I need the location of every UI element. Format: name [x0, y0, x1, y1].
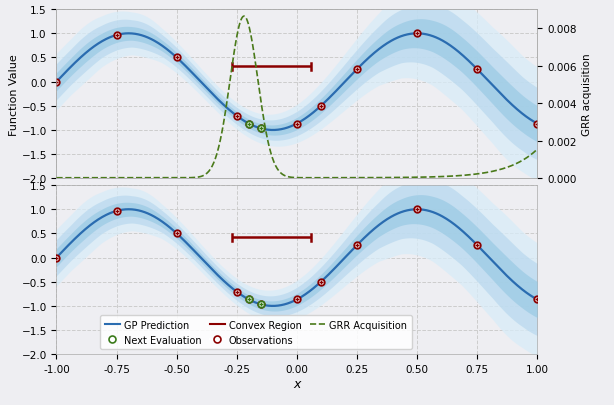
Point — [412, 207, 422, 213]
Point — [244, 121, 254, 128]
Point — [352, 242, 362, 249]
Point — [256, 301, 266, 308]
Point — [256, 301, 266, 308]
Point — [532, 296, 542, 303]
Point — [352, 242, 362, 249]
Point — [412, 31, 422, 38]
Point — [316, 279, 326, 285]
Point — [52, 79, 61, 86]
Legend: GP Prediction, Next Evaluation, Convex Region, Observations, GRR Acquisition: GP Prediction, Next Evaluation, Convex R… — [100, 315, 412, 350]
Point — [112, 208, 122, 215]
Point — [256, 126, 266, 132]
Y-axis label: Function Value: Function Value — [9, 54, 18, 135]
Point — [472, 67, 482, 73]
Point — [292, 296, 302, 303]
Point — [472, 242, 482, 249]
Point — [52, 255, 61, 261]
Point — [244, 296, 254, 303]
Point — [472, 67, 482, 73]
Point — [472, 242, 482, 249]
Point — [244, 121, 254, 128]
Point — [316, 279, 326, 285]
Point — [232, 113, 242, 120]
Point — [532, 121, 542, 128]
Point — [52, 79, 61, 86]
Point — [256, 301, 266, 308]
Point — [244, 121, 254, 128]
Point — [256, 126, 266, 132]
Point — [292, 121, 302, 128]
Point — [532, 121, 542, 128]
Point — [352, 67, 362, 73]
Point — [232, 289, 242, 295]
Point — [52, 255, 61, 261]
Point — [292, 121, 302, 128]
Point — [256, 301, 266, 308]
Y-axis label: GRR acquisition: GRR acquisition — [582, 53, 592, 136]
Point — [412, 31, 422, 38]
Point — [172, 230, 182, 237]
X-axis label: x: x — [293, 377, 301, 390]
Point — [292, 296, 302, 303]
Point — [256, 126, 266, 132]
Point — [112, 208, 122, 215]
Point — [244, 121, 254, 128]
Point — [532, 296, 542, 303]
Point — [232, 113, 242, 120]
Point — [172, 230, 182, 237]
Point — [316, 103, 326, 110]
Point — [232, 289, 242, 295]
Point — [256, 126, 266, 132]
Point — [412, 207, 422, 213]
Point — [172, 55, 182, 62]
Point — [172, 55, 182, 62]
Point — [352, 67, 362, 73]
Point — [316, 103, 326, 110]
Point — [244, 296, 254, 303]
Point — [244, 296, 254, 303]
Point — [112, 33, 122, 39]
Point — [112, 33, 122, 39]
Point — [244, 296, 254, 303]
